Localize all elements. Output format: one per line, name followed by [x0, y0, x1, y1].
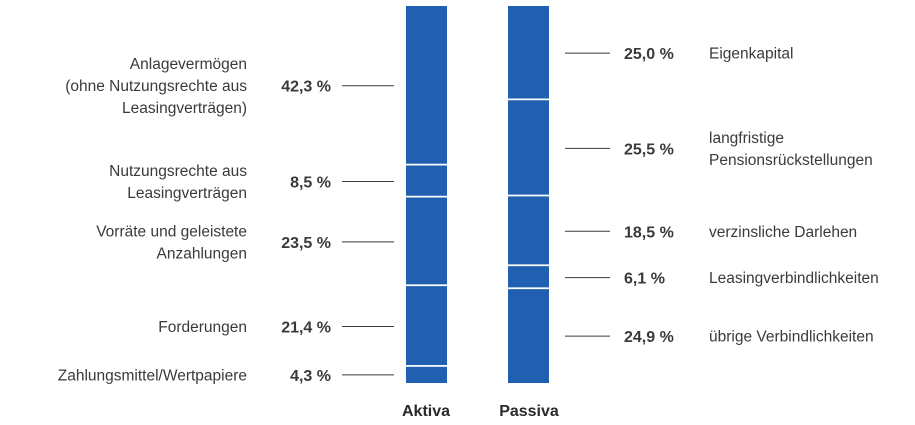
percent-label: 6,1 % [624, 271, 665, 288]
category-label: Leasingverbindlichkeiten [709, 270, 879, 287]
category-label: Forderungen [158, 319, 247, 336]
bar-segment [508, 100, 549, 197]
percent-label: 23,5 % [281, 235, 331, 252]
category-label: langfristige Pensionsrückstellungen [709, 130, 873, 169]
bar-segment [508, 6, 549, 101]
bar-segment [406, 286, 447, 367]
category-label: verzinsliche Darlehen [709, 224, 857, 241]
axis-label-aktiva: Aktiva [402, 403, 450, 420]
category-label: Anlagevermögen (ohne Nutzungsrechte aus Le… [65, 56, 247, 117]
bars-layer [406, 6, 549, 383]
percent-label: 25,5 % [624, 141, 674, 158]
category-label: Zahlungsmittel/Wertpapiere [58, 367, 247, 384]
category-label: übrige Verbindlichkeiten [709, 329, 874, 346]
bar-segment [406, 197, 447, 287]
bar-segment [406, 6, 447, 166]
bar-segment [508, 196, 549, 267]
percent-label: 4,3 % [290, 368, 331, 385]
bar-segment [508, 289, 549, 383]
labels-layer: 42,3 % Anlagevermögen (ohne Nutzungsrechte… [58, 46, 879, 420]
bar-segment [508, 266, 549, 290]
percent-label: 8,5 % [290, 174, 331, 191]
category-label: Nutzungsrechte aus Leasingverträgen [109, 163, 247, 202]
percent-label: 25,0 % [624, 46, 674, 63]
category-label: Eigenkapital [709, 46, 793, 63]
category-label: Vorräte und geleistete Anzahlungen [96, 223, 247, 262]
percent-label: 21,4 % [281, 319, 331, 336]
bar-segment [406, 165, 447, 198]
percent-label: 18,5 % [624, 224, 674, 241]
percent-label: 24,9 % [624, 329, 674, 346]
axis-label-passiva: Passiva [499, 403, 559, 420]
bar-segment [406, 366, 447, 383]
percent-label: 42,3 % [281, 79, 331, 96]
